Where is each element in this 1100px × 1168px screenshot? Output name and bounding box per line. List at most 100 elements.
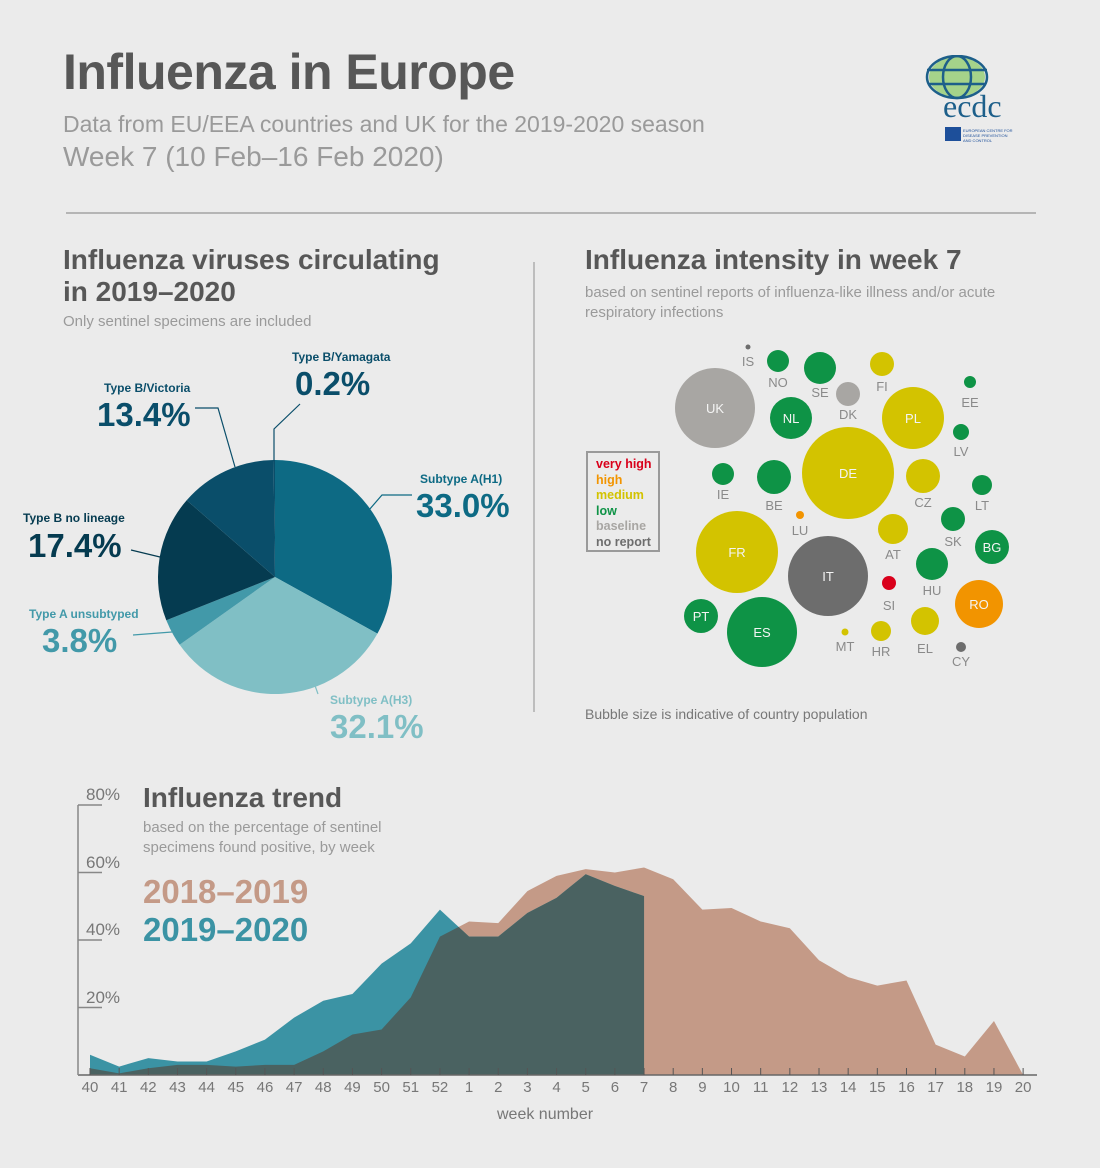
bubble-cy	[956, 642, 966, 652]
bubble-label-pt: PT	[693, 609, 710, 624]
globe-icon: ecdc EUROPEAN CENTRE FOR DISEASE PREVENT…	[925, 54, 1013, 143]
x-tick-label: 48	[314, 1079, 332, 1096]
bubble-ro	[955, 580, 1003, 628]
bubble-label-ie: IE	[717, 487, 730, 502]
bubble-fi	[870, 352, 894, 376]
x-tick-label: 15	[868, 1079, 886, 1096]
bubble-label-hr: HR	[872, 644, 891, 659]
trend-note-2: specimens found positive, by week	[143, 839, 375, 856]
bubble-it	[788, 536, 868, 616]
bubble-label-lv: LV	[954, 444, 969, 459]
x-tick-label: 3	[523, 1079, 532, 1096]
pie-value-h1: 33.0%	[416, 487, 510, 524]
bubble-label-dk: DK	[839, 407, 857, 422]
pie-chart	[158, 460, 393, 695]
bubble-mt	[841, 628, 849, 636]
bubble-lt	[972, 475, 992, 495]
bubble-label-cz: CZ	[914, 495, 931, 510]
bubble-label-fi: FI	[876, 379, 888, 394]
pie-label-yamagata: Type B/Yamagata	[292, 350, 391, 364]
x-tick-label: 51	[402, 1079, 420, 1096]
x-tick-label: 1	[464, 1079, 474, 1096]
bubble-el	[911, 607, 939, 635]
bubble-cz	[906, 459, 940, 493]
x-tick-label: 6	[610, 1079, 620, 1096]
intensity-title: Influenza intensity in week 7	[585, 244, 962, 275]
pie-slice-5	[273, 460, 275, 577]
logo-wordmark: ecdc	[943, 88, 1002, 124]
section-divider	[533, 262, 535, 712]
bubble-pl	[882, 387, 944, 449]
bubble-nl	[770, 397, 812, 439]
bubble-si	[882, 576, 896, 590]
bubble-label-pl: PL	[905, 411, 921, 426]
pie-slice-1	[179, 577, 378, 695]
y-tick-label: 60%	[86, 852, 121, 872]
bubble-label-at: AT	[885, 547, 901, 562]
pie-slice-3	[158, 500, 275, 621]
bubble-de	[802, 427, 894, 519]
bubble-no	[767, 350, 789, 372]
bubble-ee	[964, 376, 976, 388]
trend-note-1: based on the percentage of sentinel	[143, 819, 382, 836]
x-tick-label: 2	[494, 1079, 503, 1096]
ecdc-logo: ecdc EUROPEAN CENTRE FOR DISEASE PREVENT…	[925, 54, 1035, 152]
x-axis-label: week number	[497, 1106, 594, 1123]
x-tick-label: 45	[227, 1079, 245, 1096]
header-divider	[66, 212, 1036, 214]
bubble-be	[757, 460, 791, 494]
bubble-label-lt: LT	[975, 498, 989, 513]
bubble-label-es: ES	[753, 625, 771, 640]
x-tick-label: 50	[373, 1079, 390, 1096]
x-tick-label: 20	[1014, 1079, 1032, 1096]
trend-chart	[77, 804, 1037, 1076]
bubble-pt	[684, 599, 718, 633]
pie-value-h3: 32.1%	[330, 708, 424, 745]
x-tick-label: 13	[810, 1079, 828, 1096]
pie-slice-2	[166, 577, 275, 645]
logo-subtext: AND CONTROL	[963, 138, 993, 143]
x-tick-label: 9	[698, 1079, 707, 1096]
bubble-label-it: IT	[822, 569, 834, 584]
pie-slice-0	[275, 460, 393, 634]
bubble-label-fr: FR	[728, 545, 745, 560]
x-tick-label: 7	[639, 1079, 649, 1096]
legend-baseline: baseline	[596, 519, 647, 533]
bubble-chart: IS NO SE FI DK EE UK NL PL LV IE BE DE CZ LT LU AT SK BG FR…	[675, 344, 1009, 669]
logo-subtext: DISEASE PREVENTION	[963, 133, 1008, 138]
x-tick-label: 47	[285, 1079, 303, 1096]
bubble-label-si: SI	[883, 598, 895, 613]
bubble-bg	[975, 530, 1009, 564]
bubble-uk	[675, 368, 755, 448]
x-tick-label: 12	[781, 1079, 799, 1096]
bubble-label-is: IS	[742, 354, 755, 369]
bubble-label-el: EL	[917, 641, 933, 656]
legend-2018-2019: 2018–2019	[143, 873, 309, 910]
bubble-footnote: Bubble size is indicative of country pop…	[585, 706, 868, 722]
logo-subtext: EUROPEAN CENTRE FOR	[963, 128, 1013, 133]
legend-low: low	[596, 503, 617, 518]
x-tick-label: 11	[752, 1079, 769, 1096]
bubble-label-de: DE	[839, 466, 857, 481]
bubble-label-no: NO	[768, 375, 788, 390]
bubble-fr	[696, 511, 778, 593]
bubble-es	[727, 597, 797, 667]
bubble-label-nl: NL	[783, 411, 800, 426]
y-tick-label: 20%	[86, 987, 121, 1007]
intensity-legend: very high high medium low baseline no re…	[586, 451, 660, 552]
pie-label-victoria: Type B/Victoria	[104, 381, 191, 395]
pie-label-h3: Subtype A(H3)	[330, 693, 413, 707]
bubble-label-lu: LU	[792, 523, 809, 538]
pie-value-victoria: 13.4%	[97, 396, 191, 433]
legend-very-high: very high	[596, 457, 652, 471]
x-tick-label: 17	[927, 1079, 944, 1096]
bubble-sk	[941, 507, 965, 531]
bubble-ie	[712, 463, 734, 485]
viruses-title-1: Influenza viruses circulating	[63, 244, 440, 275]
bubble-se	[804, 352, 836, 384]
x-tick-label: 4	[552, 1079, 561, 1096]
x-tick-label: 8	[669, 1079, 678, 1096]
intensity-note-1: based on sentinel reports of influenza-l…	[585, 284, 996, 301]
x-tick-label: 46	[256, 1079, 274, 1096]
